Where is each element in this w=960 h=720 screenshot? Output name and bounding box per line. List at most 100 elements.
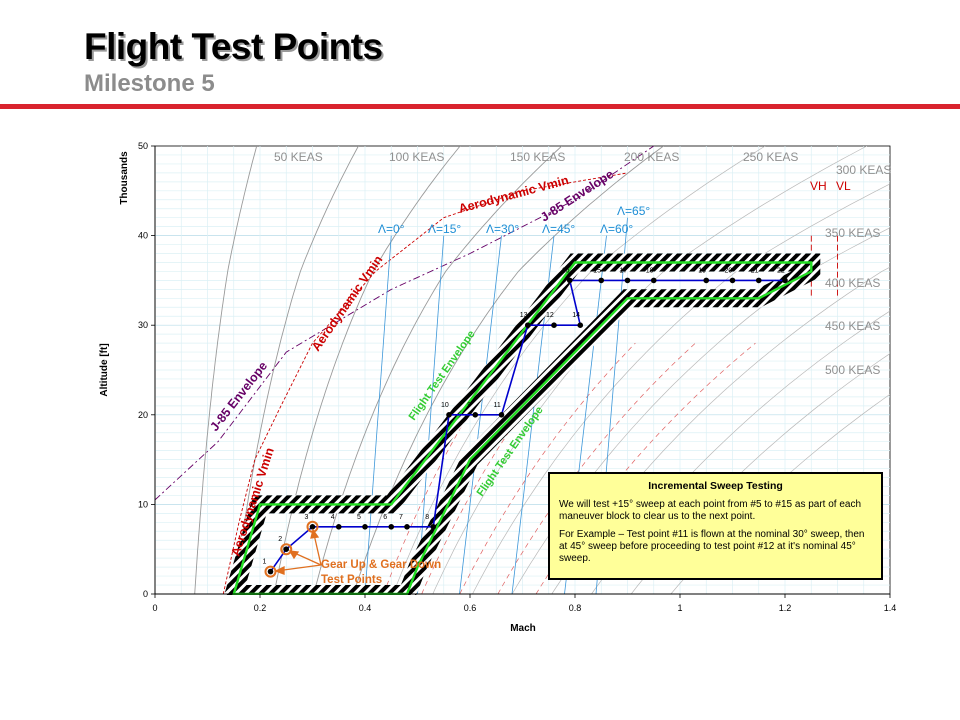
y-axis-title: Altitude [ft] xyxy=(99,343,110,396)
keas-curve xyxy=(273,146,461,594)
test-path-layer xyxy=(269,279,785,573)
note-title: Incremental Sweep Testing xyxy=(648,480,783,492)
test-point-label: 17 xyxy=(620,267,628,274)
keas-label-500: 500 KEAS xyxy=(825,363,880,377)
keas-label-450: 450 KEAS xyxy=(825,319,880,333)
test-point-marker xyxy=(624,277,631,284)
gear-label-line2: Test Points xyxy=(321,574,382,586)
note-paragraph-2: For Example – Test point #11 is flown at… xyxy=(559,529,865,564)
test-point-label: 2 xyxy=(278,536,282,543)
y-tick-label: 30 xyxy=(138,320,148,330)
test-point-marker xyxy=(430,524,437,530)
x-tick-label: 0.6 xyxy=(464,603,477,613)
sweep-label-65: Λ=65° xyxy=(617,204,650,218)
test-point-marker xyxy=(309,524,316,530)
sweep-label-0: Λ=0° xyxy=(378,222,405,236)
note-paragraph-1: We will test +15° sweep at each point fr… xyxy=(559,499,862,522)
x-tick-label: 0.2 xyxy=(254,603,267,613)
test-point-marker xyxy=(498,412,505,418)
test-point-path-line xyxy=(269,279,785,573)
test-point-label: 12 xyxy=(546,312,554,319)
y-axis-units: Thousands xyxy=(119,151,130,205)
keas-curve xyxy=(472,183,890,594)
y-tick-label: 20 xyxy=(138,410,148,420)
x-tick-label: 1 xyxy=(677,603,682,613)
y-tick-label: 0 xyxy=(143,589,148,599)
x-tick-label: 0.4 xyxy=(359,603,372,613)
gear-point-ring xyxy=(264,565,277,578)
test-point-marker xyxy=(335,524,342,530)
test-point-label: 16 xyxy=(562,267,570,274)
test-point-marker xyxy=(362,524,368,530)
gear-point-ring xyxy=(280,543,293,556)
test-point-marker xyxy=(446,412,452,418)
gear-arrows xyxy=(274,528,322,575)
j85-envelope-curve xyxy=(155,146,655,501)
keas-label-100: 100 KEAS xyxy=(389,150,444,164)
limit-curve xyxy=(497,342,696,594)
keas-label-350: 350 KEAS xyxy=(825,226,880,240)
page-subtitle: Milestone 5 xyxy=(84,70,215,97)
test-point-label: 22 xyxy=(777,267,785,274)
test-point-marker xyxy=(388,524,395,530)
test-point-marker xyxy=(577,322,584,329)
test-point-marker xyxy=(283,546,290,552)
test-point-marker xyxy=(703,277,710,284)
test-point-label: 13 xyxy=(520,312,528,319)
test-point-label: 15 xyxy=(593,267,601,274)
test-point-label: 3 xyxy=(305,514,309,521)
test-point-marker xyxy=(267,568,274,575)
flight-test-envelope-outline xyxy=(232,261,813,596)
test-point-marker xyxy=(524,322,531,329)
test-point-label: 21 xyxy=(751,267,759,274)
keas-curve xyxy=(233,146,359,594)
test-point-marker xyxy=(472,412,479,418)
x-tick-label: 0.8 xyxy=(569,603,582,613)
test-point-label: 7 xyxy=(399,514,403,521)
keas-curve xyxy=(313,146,563,594)
keas-curve xyxy=(194,146,258,594)
test-point-label: 14 xyxy=(572,312,580,319)
sweep-line xyxy=(364,235,392,594)
test-point-label: 18 xyxy=(646,267,654,274)
x-axis-title: Mach xyxy=(510,623,536,634)
test-point-label: 4 xyxy=(331,514,335,521)
keas-curve xyxy=(392,146,766,594)
test-point-marker xyxy=(729,277,736,284)
test-point-label: 5 xyxy=(357,514,361,521)
test-point-label: 10 xyxy=(441,402,449,409)
test-point-label: 9 xyxy=(467,402,471,409)
keas-label-50: 50 KEAS xyxy=(274,150,323,164)
header-rule xyxy=(0,104,960,109)
x-tick-label: 0 xyxy=(152,603,157,613)
gear-label-line1: Gear Up & Gear Down xyxy=(321,559,441,571)
envelope-layer xyxy=(135,253,910,625)
keas-label-250: 250 KEAS xyxy=(743,150,798,164)
test-point-marker xyxy=(404,524,410,530)
limit-curve xyxy=(383,342,516,594)
keas-label-200: 200 KEAS xyxy=(624,150,679,164)
x-tick-label: 1.2 xyxy=(779,603,792,613)
limit-curve xyxy=(421,342,576,594)
test-point-label: 1 xyxy=(263,559,267,566)
vh-label: VH xyxy=(810,179,827,193)
axes: 0 0.2 0.4 0.6 0.8 1 1.2 1.4 0 10 20 30 40 50 xyxy=(138,141,896,613)
test-point-marker xyxy=(551,322,557,329)
test-point-label: 19 xyxy=(698,267,706,274)
keas-label-300: 300 KEAS xyxy=(836,163,891,177)
test-point-label: 20 xyxy=(725,267,733,274)
test-point-marker xyxy=(598,277,605,284)
y-tick-label: 40 xyxy=(138,231,148,241)
test-point-label: 6 xyxy=(383,514,387,521)
sweep-testing-note: Incremental Sweep Testing We will test +… xyxy=(548,472,883,580)
envelope-bottom-mask xyxy=(135,595,910,625)
keas-label-150: 150 KEAS xyxy=(510,150,565,164)
keas-curve xyxy=(352,146,664,594)
page-title: Flight Test Points xyxy=(84,26,383,67)
test-point-marker xyxy=(650,277,657,284)
vl-label: VL xyxy=(836,179,851,193)
sweep-label-45: Λ=45° xyxy=(542,222,575,236)
keas-label-400: 400 KEAS xyxy=(825,276,880,290)
